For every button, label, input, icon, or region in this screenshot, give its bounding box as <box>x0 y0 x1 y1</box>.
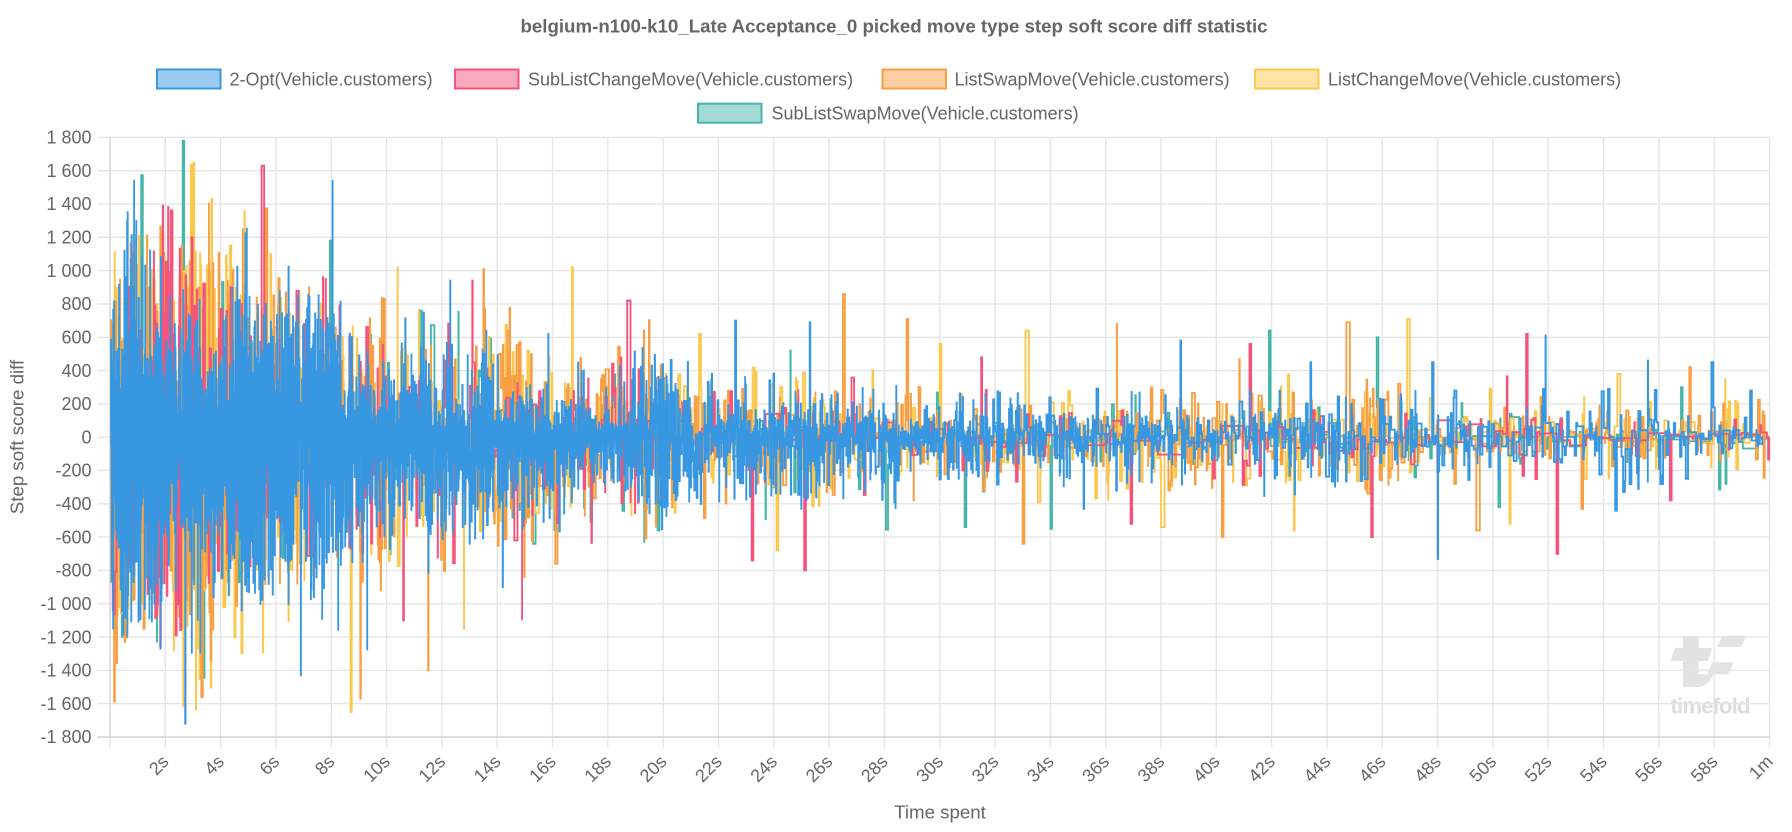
svg-text:-800: -800 <box>55 561 91 581</box>
svg-text:1 400: 1 400 <box>46 194 91 214</box>
svg-text:belgium-n100-k10_Late Acceptan: belgium-n100-k10_Late Acceptance_0 picke… <box>520 16 1267 37</box>
svg-text:200: 200 <box>61 394 91 414</box>
svg-text:-1 400: -1 400 <box>40 661 91 681</box>
svg-text:-1 000: -1 000 <box>40 594 91 614</box>
svg-text:ListSwapMove(Vehicle.customers: ListSwapMove(Vehicle.customers) <box>955 69 1230 89</box>
svg-text:1 800: 1 800 <box>46 128 91 148</box>
svg-text:timefold: timefold <box>1671 694 1750 719</box>
svg-text:Time spent: Time spent <box>894 802 987 823</box>
svg-text:ListChangeMove(Vehicle.custome: ListChangeMove(Vehicle.customers) <box>1328 69 1621 89</box>
svg-text:Step soft score diff: Step soft score diff <box>7 359 28 514</box>
svg-text:-600: -600 <box>55 527 91 547</box>
svg-text:1 000: 1 000 <box>46 261 91 281</box>
svg-text:2-Opt(Vehicle.customers): 2-Opt(Vehicle.customers) <box>230 69 433 89</box>
svg-text:600: 600 <box>61 328 91 348</box>
svg-text:1 200: 1 200 <box>46 228 91 248</box>
svg-text:800: 800 <box>61 294 91 314</box>
svg-text:-1 200: -1 200 <box>40 627 91 647</box>
svg-text:-1 800: -1 800 <box>40 727 91 747</box>
svg-text:-200: -200 <box>55 461 91 481</box>
svg-text:-400: -400 <box>55 494 91 514</box>
svg-text:SubListSwapMove(Vehicle.custom: SubListSwapMove(Vehicle.customers) <box>772 104 1079 124</box>
svg-text:0: 0 <box>81 427 91 447</box>
svg-text:400: 400 <box>61 361 91 381</box>
svg-text:-1 600: -1 600 <box>40 694 91 714</box>
svg-text:SubListChangeMove(Vehicle.cust: SubListChangeMove(Vehicle.customers) <box>528 69 853 89</box>
svg-text:1 600: 1 600 <box>46 161 91 181</box>
